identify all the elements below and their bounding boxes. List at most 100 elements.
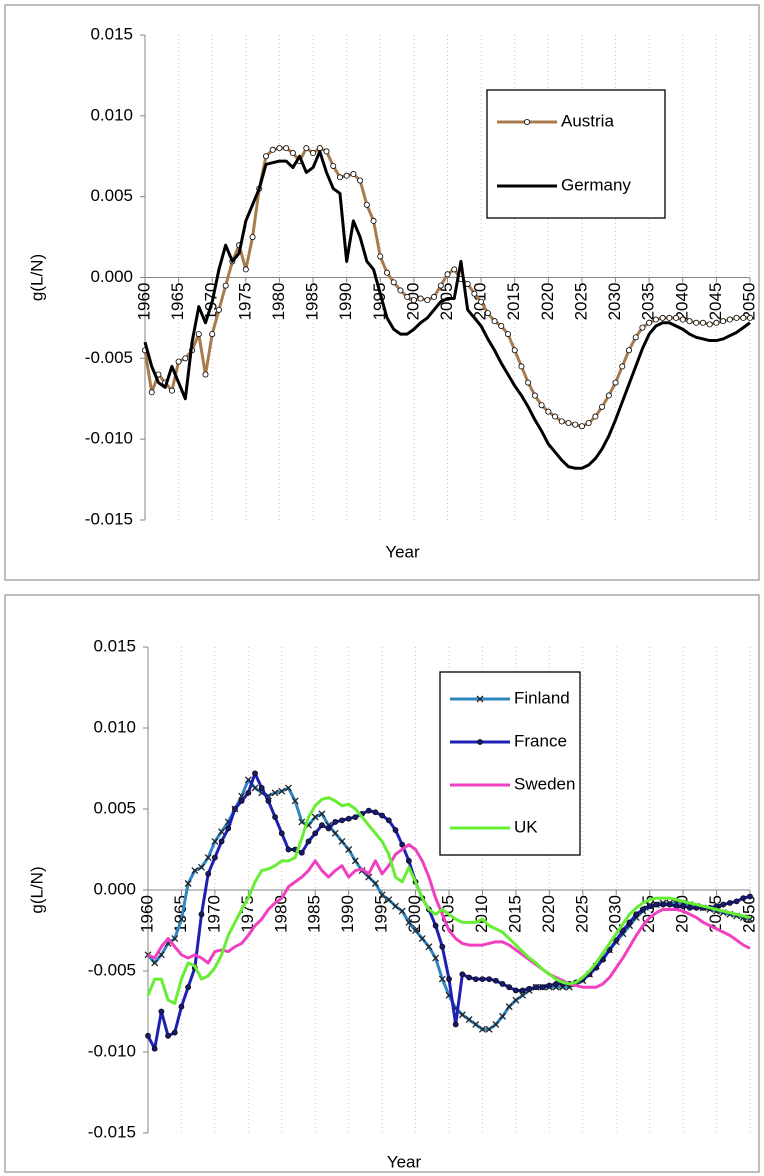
x-tick-label: 2050 xyxy=(739,895,758,933)
legend-label: Sweden xyxy=(514,774,575,793)
marker xyxy=(652,316,659,323)
marker xyxy=(525,379,532,386)
marker xyxy=(659,314,666,321)
marker xyxy=(472,976,479,982)
chart: -0.015 -0.010 -0.005 0.000 0.005 0.010 0.015 19… xyxy=(4,594,760,1173)
marker xyxy=(747,893,753,900)
marker xyxy=(245,789,252,796)
marker xyxy=(184,880,192,887)
marker xyxy=(378,891,386,899)
marker xyxy=(458,1011,466,1019)
legend-label: UK xyxy=(514,817,538,836)
y-tick-label: -0.015 xyxy=(85,509,133,528)
marker xyxy=(222,282,229,289)
y-tick-label: 0.005 xyxy=(90,186,133,205)
marker xyxy=(706,321,713,328)
marker xyxy=(626,347,633,354)
marker xyxy=(365,873,373,881)
marker xyxy=(444,271,451,278)
marker xyxy=(345,846,353,853)
marker xyxy=(363,201,370,208)
marker xyxy=(343,172,350,179)
x-tick-label: 1965 xyxy=(171,895,190,933)
marker xyxy=(553,981,559,987)
legend-label: France xyxy=(514,731,567,750)
marker xyxy=(471,290,478,297)
marker xyxy=(325,825,332,832)
marker xyxy=(372,809,379,816)
marker xyxy=(242,266,249,273)
marker xyxy=(177,915,185,923)
legend-frame xyxy=(486,89,666,219)
x-tick-label: 1995 xyxy=(372,895,391,933)
x-tick-label: 2015 xyxy=(505,895,524,933)
marker xyxy=(491,318,498,325)
x-tick-label: 2025 xyxy=(571,283,590,321)
marker xyxy=(485,1025,493,1033)
marker xyxy=(666,901,673,908)
marker xyxy=(323,148,330,155)
x-tick-label: 1990 xyxy=(336,283,355,321)
marker xyxy=(452,1021,459,1028)
marker xyxy=(499,981,506,987)
marker xyxy=(351,857,359,865)
marker xyxy=(545,408,552,415)
marker xyxy=(539,984,546,991)
marker xyxy=(165,1032,171,1039)
marker xyxy=(506,984,513,991)
marker xyxy=(613,937,620,944)
x-axis-title: Year xyxy=(385,542,420,561)
marker xyxy=(585,419,592,426)
marker xyxy=(158,1008,165,1015)
marker xyxy=(720,318,727,325)
y-tick-label: 0.010 xyxy=(90,105,133,124)
marker xyxy=(605,392,612,399)
marker xyxy=(639,324,646,331)
y-axis-title: g(L/N) xyxy=(27,866,46,913)
marker xyxy=(546,982,553,989)
marker xyxy=(552,413,559,420)
x-tick-label: 1985 xyxy=(305,895,324,933)
marker xyxy=(620,927,626,934)
marker xyxy=(298,849,305,856)
y-axis-title: g(L/N) xyxy=(27,254,46,301)
marker xyxy=(258,785,265,791)
marker xyxy=(518,363,525,370)
marker xyxy=(686,904,693,911)
marker xyxy=(168,387,175,394)
marker xyxy=(276,145,283,152)
x-tick-label: 1965 xyxy=(168,283,187,321)
marker xyxy=(599,956,606,963)
marker xyxy=(412,927,420,934)
marker xyxy=(285,784,292,792)
marker xyxy=(211,837,219,845)
marker xyxy=(272,814,278,820)
marker xyxy=(693,319,700,326)
legend-label: Finland xyxy=(514,688,570,707)
x-tick-label: 2040 xyxy=(672,283,691,321)
marker xyxy=(350,171,357,178)
marker xyxy=(291,797,299,805)
x-tick-label: 1985 xyxy=(303,283,322,321)
marker xyxy=(185,984,192,991)
marker xyxy=(499,1012,506,1020)
x-tick-label: 1975 xyxy=(238,895,257,933)
x-tick-label: 2025 xyxy=(572,895,591,933)
marker xyxy=(244,776,252,784)
marker xyxy=(405,918,413,926)
x-tick-label: 1980 xyxy=(271,895,290,933)
marker xyxy=(249,234,256,241)
marker xyxy=(252,770,258,777)
marker xyxy=(660,901,666,908)
x-tick-label: 2010 xyxy=(472,895,491,933)
marker xyxy=(519,987,526,994)
legend-marker xyxy=(476,695,484,703)
marker xyxy=(498,322,505,329)
marker xyxy=(218,838,225,845)
marker xyxy=(232,806,238,812)
marker xyxy=(437,282,444,289)
marker xyxy=(439,943,446,950)
x-tick-label: 1990 xyxy=(338,895,357,933)
marker xyxy=(418,935,426,943)
series-line xyxy=(146,796,751,1005)
